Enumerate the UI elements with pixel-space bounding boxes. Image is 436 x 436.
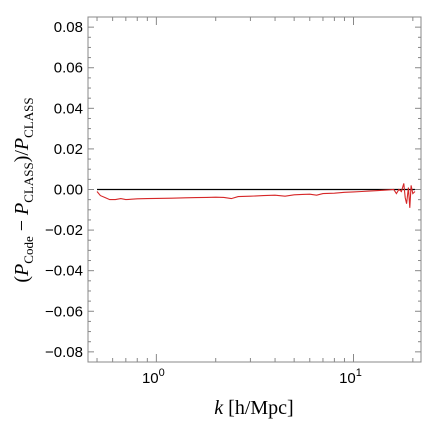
y-title-minus: − (11, 215, 33, 236)
y-tick-label: −0.06 (45, 303, 83, 320)
y-tick-label: 0.08 (54, 19, 83, 36)
y-tick-label: −0.04 (45, 263, 83, 280)
x-axis-ticks: 100 101 (96, 17, 414, 387)
x-tick-label-exponent: 0 (159, 367, 165, 379)
x-tick-label: 100 (142, 367, 165, 387)
y-axis-ticks: 0.08 0.06 0.04 0.02 0.00 −0.02 −0.04 −0.06 −0.08 (45, 19, 421, 361)
x-tick-label-exponent: 1 (356, 367, 362, 379)
y-tick-label: 0.02 (54, 141, 83, 158)
y-title-close-paren: )/ (11, 150, 33, 163)
y-tick-label: −0.02 (45, 222, 83, 239)
y-title-sub-class: CLASS (21, 162, 36, 202)
y-title-sub-code: Code (21, 236, 36, 264)
y-tick-label: 0.04 (54, 100, 83, 117)
x-axis-variable: k (214, 397, 224, 419)
x-tick-label-base: 10 (339, 370, 356, 387)
x-axis-title: k [h/Mpc] (214, 397, 293, 419)
y-title-open-paren: ( (11, 276, 33, 283)
x-axis-unit: [h/Mpc] (223, 397, 294, 419)
y-axis-title: (PCode − PCLASS)/PCLASS (11, 97, 36, 282)
x-tick-label: 101 (339, 367, 362, 387)
x-tick-label-base: 10 (142, 370, 159, 387)
series-line-ratio (96, 183, 416, 208)
y-title-p-class: P (11, 203, 33, 216)
y-title-sub-denominator: CLASS (21, 97, 36, 137)
y-tick-label: 0.00 (54, 182, 83, 199)
y-tick-label: 0.06 (54, 60, 83, 77)
y-title-p-denominator: P (11, 138, 33, 151)
y-tick-label: −0.08 (45, 344, 83, 361)
y-title-p-code: P (11, 264, 33, 277)
